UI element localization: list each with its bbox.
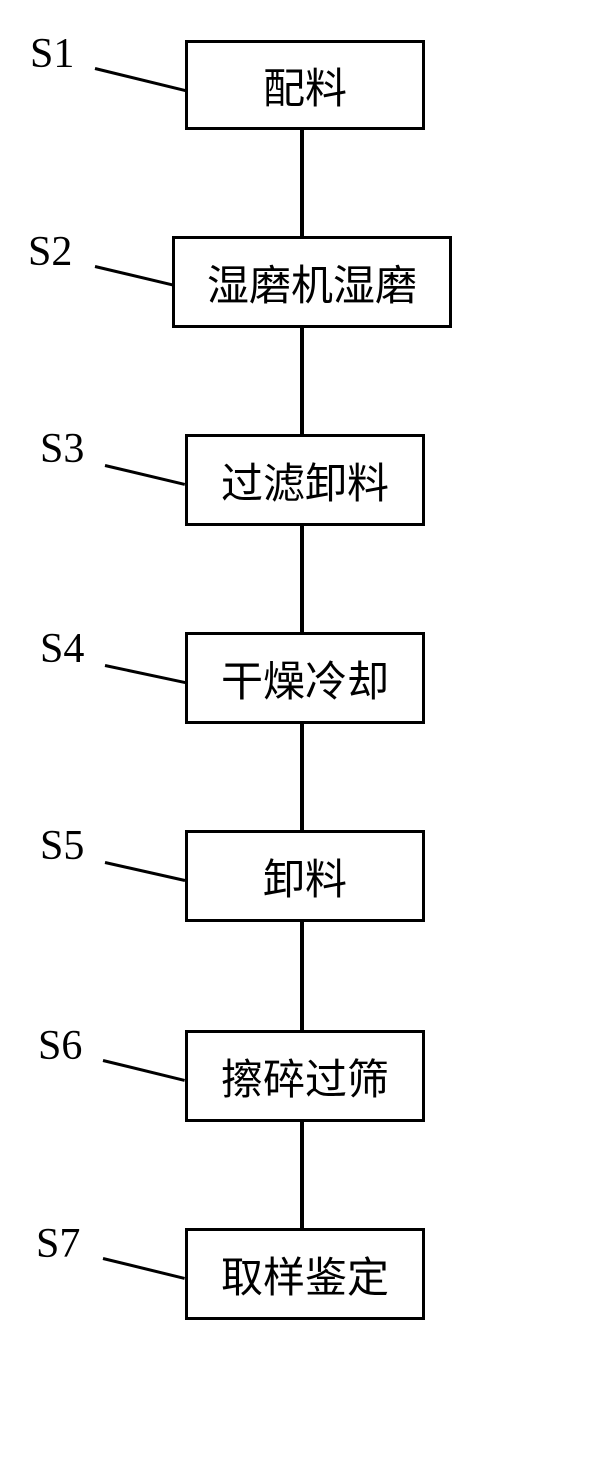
step-label: 取样鉴定 bbox=[221, 1244, 389, 1305]
step-box-s4: 干燥冷却 bbox=[185, 632, 425, 724]
step-id-label: S4 bbox=[40, 625, 84, 673]
step-label: 配料 bbox=[263, 55, 347, 116]
connector bbox=[300, 526, 304, 632]
step-label: 卸料 bbox=[263, 846, 347, 907]
step-id-label: S3 bbox=[40, 425, 84, 473]
step-id-label: S5 bbox=[40, 822, 84, 870]
step-box-s2: 湿磨机湿磨 bbox=[172, 236, 452, 328]
step-box-s1: 配料 bbox=[185, 40, 425, 130]
step-label: 湿磨机湿磨 bbox=[207, 252, 417, 313]
leader-line bbox=[95, 265, 176, 287]
step-id-label: S6 bbox=[38, 1022, 82, 1070]
flowchart-container: 配料 湿磨机湿磨 过滤卸料 干燥冷却 卸料 擦碎过筛 取样鉴定 S1 S2 S3… bbox=[0, 0, 600, 1473]
leader-line bbox=[95, 67, 186, 92]
step-box-s7: 取样鉴定 bbox=[185, 1228, 425, 1320]
step-id-label: S1 bbox=[30, 30, 74, 78]
connector bbox=[300, 724, 304, 830]
leader-line bbox=[103, 1257, 186, 1280]
step-label: 过滤卸料 bbox=[221, 450, 389, 511]
step-id-label: S2 bbox=[28, 228, 72, 276]
step-id-label: S7 bbox=[36, 1220, 80, 1268]
step-label: 擦碎过筛 bbox=[221, 1046, 389, 1107]
step-box-s5: 卸料 bbox=[185, 830, 425, 922]
connector bbox=[300, 1122, 304, 1228]
leader-line bbox=[105, 664, 186, 684]
step-label: 干燥冷却 bbox=[221, 648, 389, 709]
step-box-s3: 过滤卸料 bbox=[185, 434, 425, 526]
connector bbox=[300, 328, 304, 434]
leader-line bbox=[103, 1059, 186, 1082]
leader-line bbox=[105, 861, 186, 882]
step-box-s6: 擦碎过筛 bbox=[185, 1030, 425, 1122]
connector bbox=[300, 922, 304, 1030]
connector bbox=[300, 130, 304, 236]
leader-line bbox=[105, 464, 186, 486]
